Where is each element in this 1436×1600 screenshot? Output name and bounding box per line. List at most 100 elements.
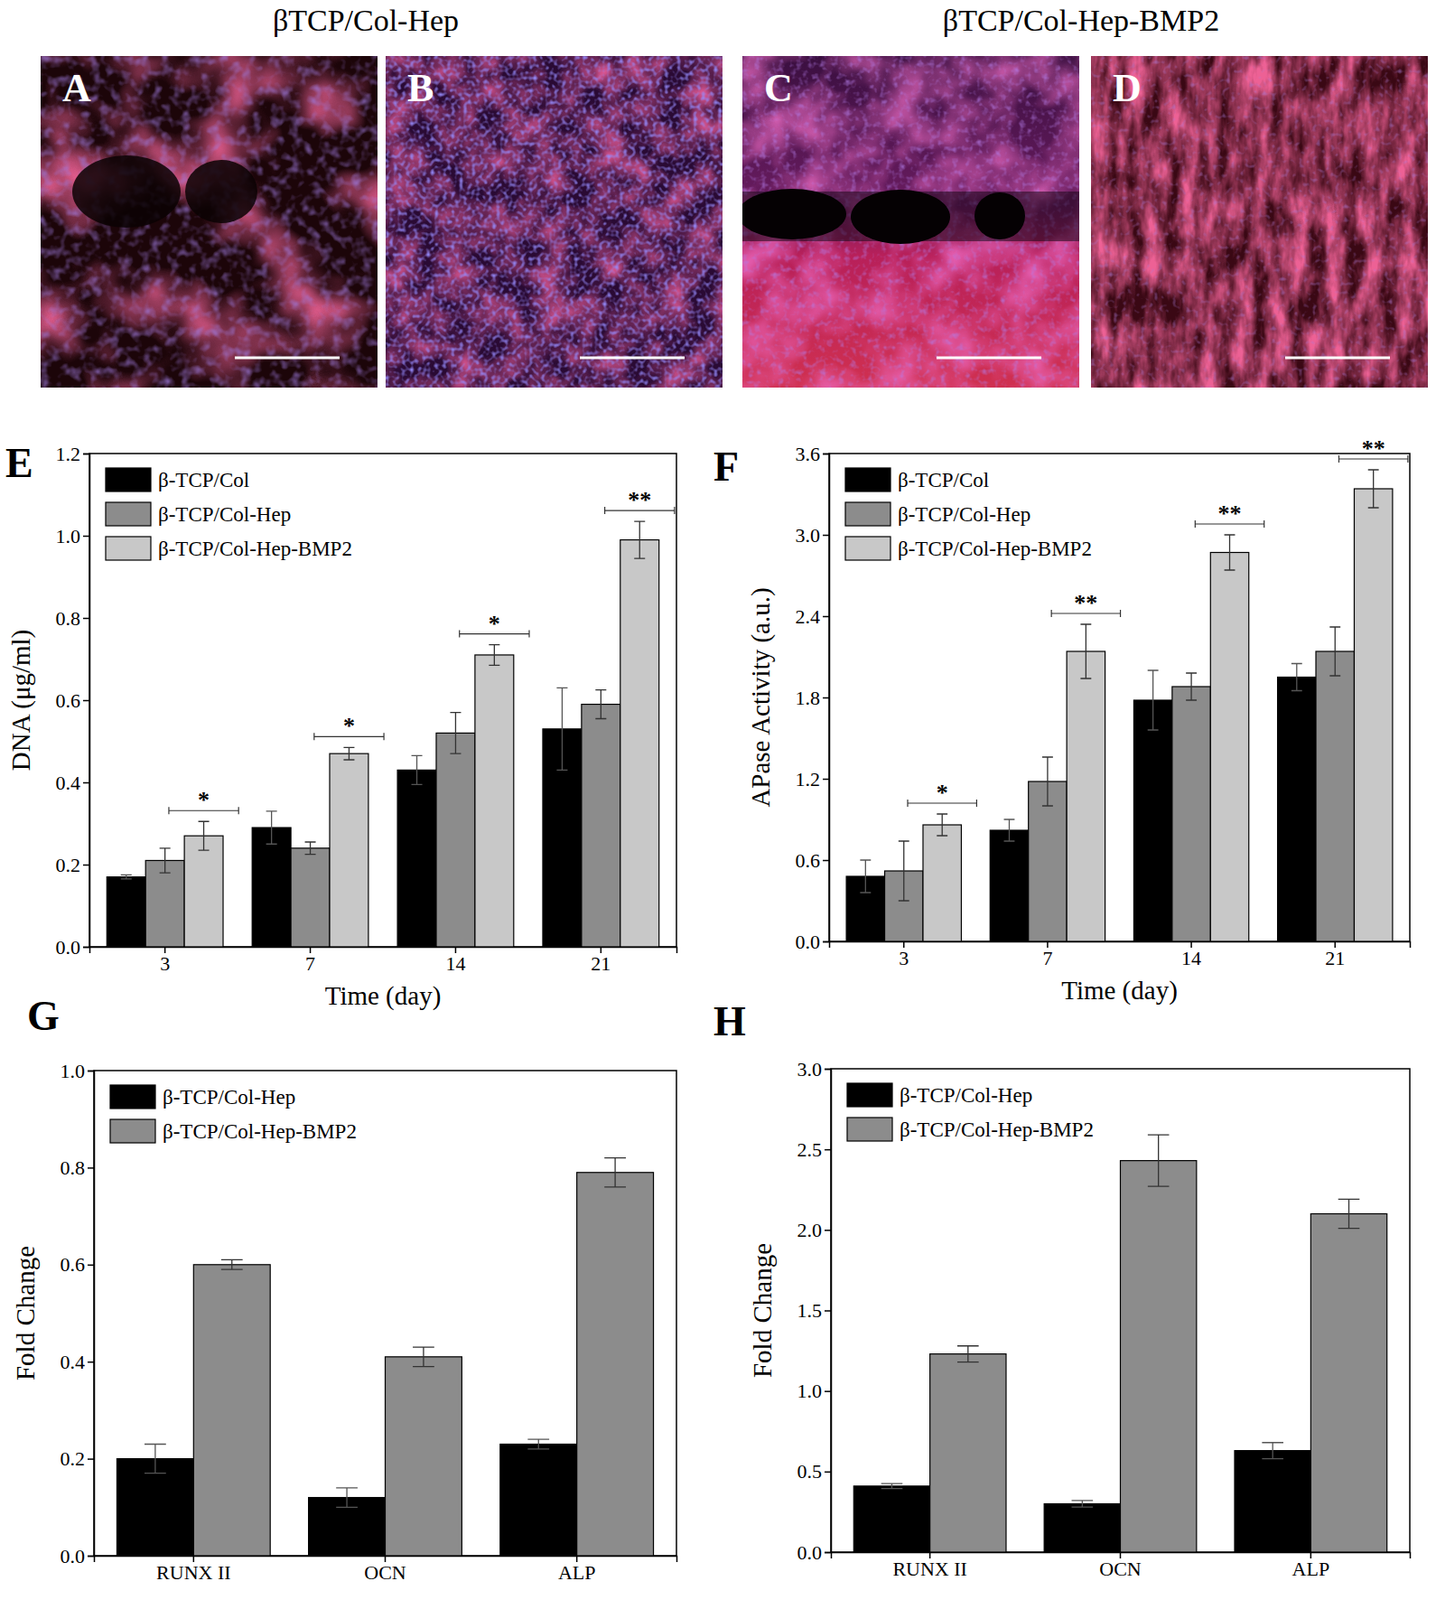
y-tick: 0.6: [60, 1252, 95, 1276]
y-tick-mark: [87, 1166, 94, 1169]
legend-swatch: [847, 1082, 893, 1107]
error-bar: [1291, 663, 1303, 691]
legend-label: β-TCP/Col-Hep-BMP2: [158, 537, 353, 560]
legend-swatch: [110, 1118, 156, 1143]
bar: [500, 1443, 578, 1556]
legend-swatch: [845, 467, 891, 492]
bar: [923, 824, 961, 942]
x-tick-label: 14: [445, 951, 466, 975]
y-tick: 0.6: [795, 848, 830, 872]
x-tick-label: 14: [1181, 946, 1202, 970]
error-bar: [1004, 819, 1016, 841]
y-tick-mark: [824, 1068, 831, 1071]
legend-swatch: [105, 502, 151, 526]
bar: [290, 848, 330, 947]
y-tick-mark: [83, 617, 90, 620]
image-dark-region: [72, 155, 181, 228]
image-texture: [385, 55, 723, 388]
legend: β-TCP/Col-Hepβ-TCP/Col-Hep-BMP2: [110, 1084, 357, 1143]
x-tick: ALP: [1292, 1551, 1331, 1580]
image-panel: A: [40, 55, 378, 388]
y-tick-label: 0.0: [795, 930, 821, 953]
bar: [106, 876, 146, 947]
legend-swatch: [845, 536, 891, 560]
legend-item: β-TCP/Col-Hep: [105, 502, 291, 526]
bar: [1234, 1450, 1311, 1552]
legend-label: β-TCP/Col-Hep: [158, 503, 291, 526]
y-tick: 0.4: [60, 1350, 95, 1373]
bar: [930, 1353, 1007, 1552]
image-texture: [1090, 55, 1428, 388]
x-tick: RUNX II: [156, 1555, 232, 1584]
error-bar: [881, 1482, 904, 1488]
y-tick: 3.6: [795, 442, 830, 466]
image-texture: [1090, 55, 1428, 388]
bar: [989, 829, 1028, 942]
image-background: [1090, 55, 1428, 388]
legend-label: β-TCP/Col-Hep: [899, 1083, 1033, 1107]
y-tick: 0.0: [795, 930, 830, 953]
y-axis-title: APase Activity (a.u.): [745, 587, 776, 807]
error-bar: [488, 644, 500, 666]
legend-item: β-TCP/Col-Hep: [845, 502, 1031, 526]
y-tick-label: 0.2: [60, 1446, 86, 1470]
significance-label: *: [936, 779, 949, 806]
x-tick: OCN: [1099, 1551, 1142, 1580]
y-tick-mark: [824, 1148, 831, 1151]
x-tick-label: 21: [590, 951, 611, 975]
y-tick: 1.0: [60, 1059, 95, 1082]
y-tick: 0.0: [797, 1540, 832, 1564]
y-tick-mark: [83, 453, 90, 456]
image-dark-region: [742, 188, 847, 240]
error-bar: [556, 687, 568, 770]
annotations: *****: [168, 486, 675, 814]
bar: [385, 1356, 463, 1556]
bar: [436, 732, 476, 947]
image-dark-region: [850, 189, 951, 244]
error-bar: [898, 840, 910, 901]
legend-label: β-TCP/Col-Hep-BMP2: [899, 1118, 1094, 1141]
x-tick-label: RUNX II: [156, 1560, 232, 1584]
y-tick-label: 1.0: [797, 1379, 823, 1402]
significance-label: **: [627, 486, 652, 513]
bar: [577, 1172, 654, 1556]
x-tick-label: ALP: [1292, 1557, 1331, 1580]
marks: [846, 469, 1393, 942]
y-tick-mark: [83, 699, 90, 702]
y-tick-label: 0.4: [55, 771, 82, 794]
y-tick-mark: [822, 697, 830, 700]
y-axis: 0.00.51.01.52.02.53.0: [797, 1057, 832, 1564]
y-tick: 0.8: [55, 606, 91, 630]
y-tick-mark: [822, 941, 830, 943]
bar: [1315, 651, 1354, 942]
x-tick: 7: [305, 946, 316, 975]
chart: 0.00.20.40.60.81.01.2371421*****β-TCP/Co…: [6, 442, 678, 1011]
y-tick-mark: [824, 1389, 831, 1392]
y-tick: 2.0: [797, 1218, 832, 1241]
y-tick-label: 0.6: [795, 848, 821, 872]
x-tick: 3: [159, 946, 170, 975]
y-tick: 1.0: [55, 524, 91, 548]
y-tick-label: 0.8: [60, 1156, 86, 1179]
legend-swatch: [105, 467, 151, 492]
y-tick-mark: [83, 535, 90, 538]
y-tick: 3.0: [795, 523, 830, 547]
y-tick: 0.2: [60, 1446, 95, 1470]
y-axis: 0.00.61.21.82.43.03.6: [795, 442, 830, 953]
error-bar: [198, 820, 210, 850]
x-tick: 21: [1324, 941, 1345, 970]
x-tick-label: 21: [1324, 946, 1345, 970]
x-tick-label: ALP: [558, 1560, 597, 1584]
bar: [475, 654, 514, 947]
legend-swatch: [847, 1117, 893, 1141]
bar: [329, 753, 369, 947]
plot-frame: [89, 453, 677, 947]
y-tick-label: 3.6: [795, 442, 821, 466]
scale-bar: [234, 356, 340, 360]
plot-frame: [830, 1068, 1410, 1552]
legend-item: β-TCP/Col-Hep: [847, 1082, 1033, 1107]
bar-series: [184, 521, 660, 947]
legend-item: β-TCP/Col-Hep: [110, 1084, 296, 1109]
y-tick-label: 1.2: [795, 767, 821, 791]
marks: [853, 1134, 1387, 1552]
